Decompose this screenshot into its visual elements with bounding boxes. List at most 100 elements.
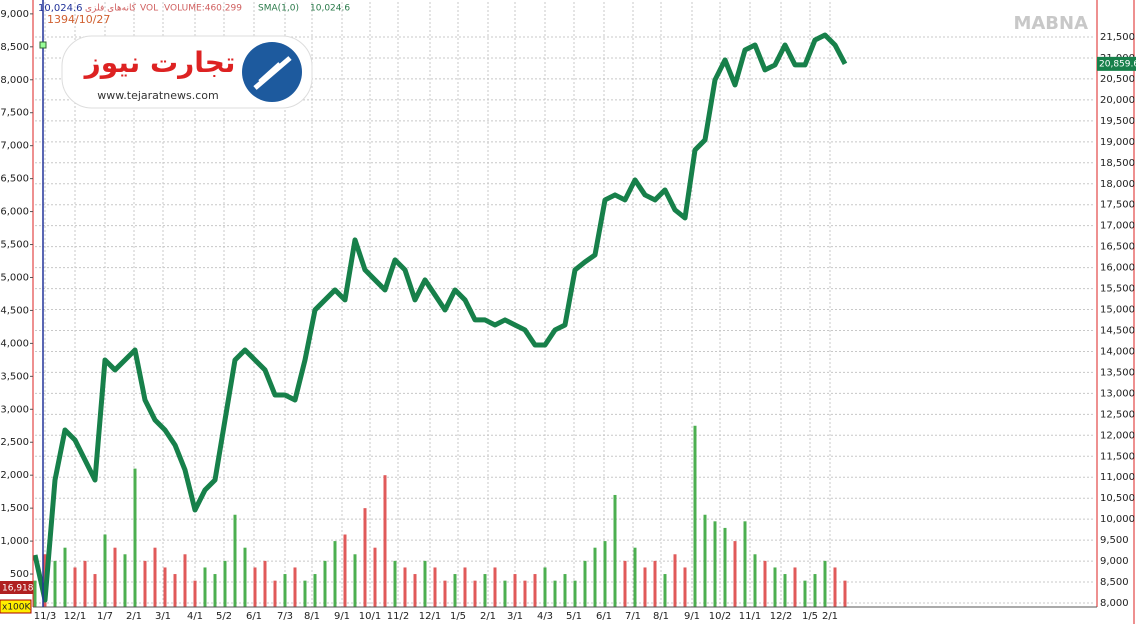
volume-bar: [513, 574, 517, 607]
volume-bar: [353, 554, 357, 607]
volume-bar: [33, 580, 37, 607]
y2-tick-label: 11,500: [1100, 451, 1135, 462]
volume-bar: [383, 475, 387, 607]
y-tick-label: 2,000: [0, 470, 29, 481]
volume-bar: [643, 567, 647, 607]
volume-bar: [443, 580, 447, 607]
volume-bar: [773, 567, 777, 607]
unit-label: x100K: [2, 603, 32, 613]
volume-bar: [803, 580, 807, 607]
volume-bar: [573, 580, 577, 607]
y-tick-label: 9,000: [0, 9, 29, 20]
volume-bar: [483, 574, 487, 607]
price-tag-box: [1097, 56, 1136, 71]
volume-bar: [733, 541, 737, 607]
volume-bar: [653, 560, 657, 607]
y-tick-label: 6,000: [0, 207, 29, 218]
volume-bar: [163, 567, 167, 607]
volume-bar: [533, 574, 537, 607]
volume-bar: [113, 547, 117, 607]
volume-bar: [233, 514, 237, 607]
x-tick-label: 5/1: [566, 611, 582, 622]
volume-bar: [723, 527, 727, 607]
volume-bar: [83, 560, 87, 607]
x-tick-label: 11/1: [739, 611, 761, 622]
y-tick-label: 7,000: [0, 141, 29, 152]
y-tick-label: 3,000: [0, 404, 29, 415]
x-tick-label: 5/2: [216, 611, 232, 622]
volume-bar: [543, 567, 547, 607]
x-tick-label: 7/1: [625, 611, 641, 622]
volume-bar: [103, 534, 107, 607]
volume-bar: [403, 567, 407, 607]
volume-bar: [823, 560, 827, 607]
x-tick-label: 7/3: [277, 611, 293, 622]
price-line: [32, 32, 848, 603]
logo-text: تجارت نیوز: [83, 46, 236, 79]
y2-tick-label: 17,500: [1100, 200, 1135, 211]
volume-bar: [583, 560, 587, 607]
volume-bar: [753, 554, 757, 607]
y2-tick-label: 10,500: [1100, 493, 1135, 504]
y2-tick-label: 9,000: [1100, 556, 1129, 567]
volume-bar: [313, 574, 317, 607]
y2-tick-label: 8,000: [1100, 598, 1129, 609]
x-tick-label: 11/3: [34, 611, 56, 622]
volume-bar: [413, 574, 417, 607]
x-tick-label: 11/2: [387, 611, 409, 622]
y2-tick-label: 20,500: [1100, 74, 1135, 85]
volume-bar: [493, 567, 497, 607]
x-tick-label: 1/7: [97, 611, 113, 622]
y-tick-label: 6,500: [0, 174, 29, 185]
volume-bar: [263, 560, 267, 607]
volume-bar: [713, 521, 717, 607]
volume-bar: [623, 560, 627, 607]
x-tick-label: 2/1: [480, 611, 496, 622]
y-tick-label: 7,500: [0, 108, 29, 119]
volume-bar: [793, 567, 797, 607]
volume-bar: [213, 574, 217, 607]
left-tag: 16,918: [2, 584, 34, 594]
x-tick-label: 8/1: [653, 611, 669, 622]
y2-tick-label: 11,000: [1100, 472, 1135, 483]
volume-bar: [463, 567, 467, 607]
x-tick-label: 9/1: [334, 611, 350, 622]
volume-bar: [193, 580, 197, 607]
y-tick-label: 1,500: [0, 503, 29, 514]
volume-bar: [363, 508, 367, 607]
logo-arrow: [253, 56, 292, 90]
volume-bar: [633, 547, 637, 607]
x-tick-label: 2/1: [126, 611, 142, 622]
volume-bar: [433, 567, 437, 607]
volume-bar: [183, 554, 187, 607]
volume-bar: [603, 541, 607, 607]
x-tick-label: 9/1: [684, 611, 700, 622]
y2-tick-label: 20,000: [1100, 95, 1135, 106]
y2-tick-label: 10,000: [1100, 514, 1135, 525]
volume-bar: [323, 560, 327, 607]
header-sma: SMA(1,0): [258, 4, 299, 14]
volume-bar: [123, 554, 127, 607]
x-tick-label: 12/1: [419, 611, 441, 622]
header-symbol: کانه‌های فلزی: [85, 4, 137, 14]
volume-bar: [453, 574, 457, 607]
y2-tick-label: 21,500: [1100, 32, 1135, 43]
x-tick-label: 8/1: [304, 611, 320, 622]
y2-tick-label: 18,000: [1100, 179, 1135, 190]
x-tick-label: 2/1: [822, 611, 838, 622]
y2-tick-label: 14,000: [1100, 346, 1135, 357]
volume-bar: [683, 567, 687, 607]
x-tick-label: 12/2: [770, 611, 792, 622]
y2-tick-label: 18,500: [1100, 158, 1135, 169]
volume-bar: [333, 541, 337, 607]
y-tick-label: 8,000: [0, 75, 29, 86]
volume-bar: [423, 560, 427, 607]
y-tick-label: 1,000: [0, 536, 29, 547]
volume-bar: [273, 580, 277, 607]
volume-bar: [243, 547, 247, 607]
y2-tick-label: 13,000: [1100, 388, 1135, 399]
volume-bar: [343, 534, 347, 607]
volume-bar: [703, 514, 707, 607]
volume-bar: [843, 580, 847, 607]
